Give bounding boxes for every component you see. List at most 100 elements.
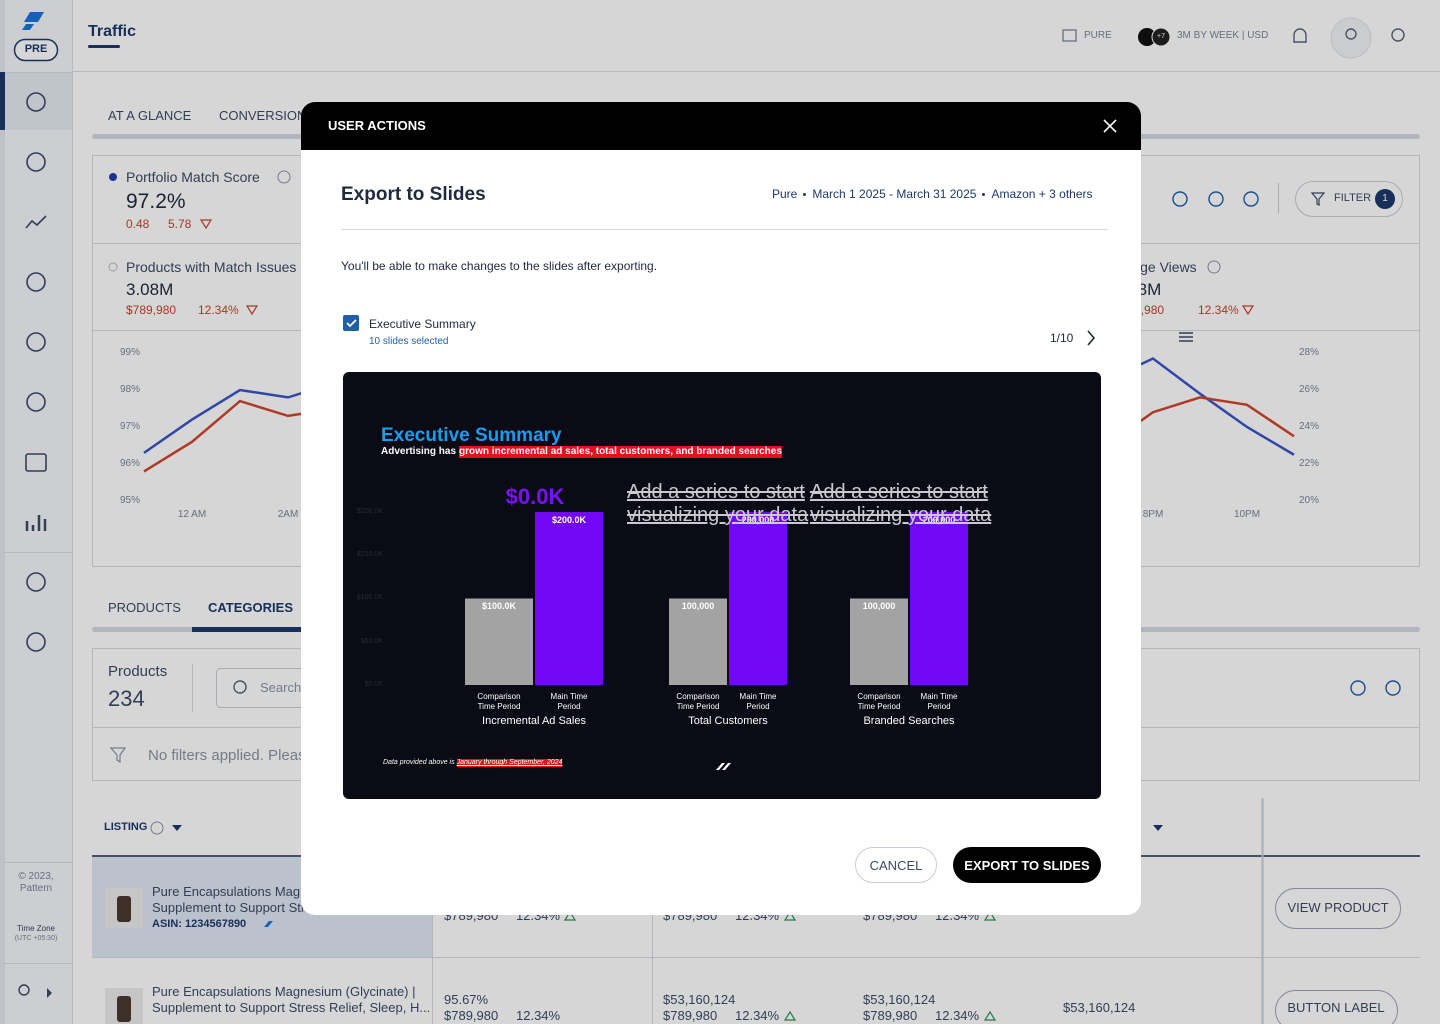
up-triangle [783,910,797,921]
filter-count: 1 [1382,193,1388,204]
y-tick-label: $50.0K [360,637,383,645]
nav-icon [26,92,46,112]
env-badge-label: PRE [24,43,48,56]
store-name: PURE [1084,30,1112,41]
cancel-label[interactable]: CANCEL [869,858,923,874]
tab[interactable]: CATEGORIES [208,600,293,616]
highlight: January through September, 2024 [456,759,563,768]
y-tick-label: 22% [1299,458,1320,469]
nav-active-strip [0,72,5,130]
cell-value: $53,160,124 [663,992,736,1008]
confirm-label[interactable]: EXPORT TO SLIDES [964,858,1090,874]
sort-caret [1153,825,1163,831]
separator-dot [982,192,986,196]
empty-message: Add a series to start visualizing your d… [810,481,992,526]
slide-subtitle: Advertising has grown incremental ad sale… [381,446,782,458]
env-badge [13,38,59,62]
filter-summary-item: March 1 2025 - March 31 2025 [812,187,977,201]
avatar [1330,17,1372,59]
slide-logo [716,763,731,770]
y-tick-label: $200.0K [356,507,383,515]
nav-active-bg [5,72,72,130]
brand-logo [264,921,273,927]
category-label: Main Time Period [920,692,958,712]
tab-active [192,627,301,632]
metric-value: 3.08M [126,279,174,299]
products-count: 234 [108,685,145,711]
modal: USER ACTIONS Export to Slides Pure March 1 … [301,102,1141,915]
x-tick-label: 12 AM [177,509,207,520]
filter-summary: Pure March 1 2025 - March 31 2025 Amazon +… [772,187,1093,201]
logo [22,12,44,30]
cell-value: $53,160,124 [863,992,936,1008]
checkbox [343,315,359,331]
text: Data provided above is [383,759,455,766]
cancel-button[interactable] [855,847,937,883]
slide-footnote: Data provided above is January through Se… [383,759,563,768]
product-subtitle: Supplement to Support Str [152,900,306,916]
bell-icon [1293,28,1307,43]
up-triangle [563,910,577,921]
account-logo [1138,28,1156,46]
bar [535,512,603,685]
legend-icon [1179,332,1193,342]
bar-value-label: 100,000 [862,601,896,612]
highlight: grown incremental ad sales, total custom… [459,446,782,458]
metric-name: Page Views [1123,258,1197,275]
settings-icon [1172,191,1188,207]
row-action[interactable]: BUTTON LABEL [1287,1000,1385,1016]
checkmark [346,319,357,328]
panel-title: Total Customers [688,715,768,728]
metric-change: $789,980 [126,302,177,317]
info-icon [277,170,291,184]
up-triangle [783,1010,797,1021]
timezone: (UTC +05:30) [14,934,58,942]
y-tick-label: 95% [119,495,140,506]
search-placeholder[interactable]: Search [260,680,302,696]
sort-caret [172,825,182,831]
bar [850,598,908,685]
search-icon [233,680,247,694]
accounts-more: +7 [1157,32,1165,40]
y-tick-label: $100.0K [356,594,383,602]
modal-title: Export to Slides [341,183,486,205]
down-triangle [1241,305,1255,316]
bar-value-label: $100.0K [481,601,517,612]
pager: 1/10 [1050,330,1074,345]
page-title: Traffic [88,23,137,41]
category-label: Comparison Time Period [676,692,720,712]
tab[interactable]: CONVERSION [219,108,307,124]
cell-value: $789,980 [863,1008,918,1024]
bar-value-label: 200,000 [922,514,956,525]
download-icon [1385,680,1401,696]
cell-value: 12.34% [735,1008,780,1024]
nav-icon [26,332,46,352]
period-selector[interactable]: 3M BY WEEK | USD [1177,30,1269,41]
graphics [341,119,1117,346]
tab[interactable]: PRODUCTS [108,600,181,616]
cell-value: $789,980 [663,1008,718,1024]
nav-icon [26,572,46,592]
confirm-button[interactable] [953,847,1101,883]
store-icon [1062,29,1077,42]
y-tick-label: 98% [119,384,140,395]
x-tick-label: 2AM [277,509,299,520]
selection-count: 10 slides selected [369,336,449,347]
nav-icon [25,453,47,472]
y-tick-label: 26% [1299,384,1320,395]
row-action[interactable]: VIEW PRODUCT [1287,900,1389,916]
filter-label[interactable]: FILTER [1334,192,1372,205]
metric-change: 0.48 [126,216,150,231]
avatar-icon [1345,28,1357,40]
metric-change-pct: 5.78 [168,216,192,231]
slide-preview: Executive Summary Advertising has grown in… [343,372,1101,799]
down-triangle [245,305,259,316]
x-tick-label: 8PM [1142,509,1164,520]
graphics [465,512,968,770]
product-title: Pure Encapsulations Magnesium (Glycinate… [152,984,416,1000]
selection-name[interactable]: Executive Summary [369,316,476,331]
y-tick-label: 28% [1299,347,1320,358]
tab[interactable]: AT A GLANCE [108,108,192,124]
modal-header: USER ACTIONS [301,102,1141,150]
